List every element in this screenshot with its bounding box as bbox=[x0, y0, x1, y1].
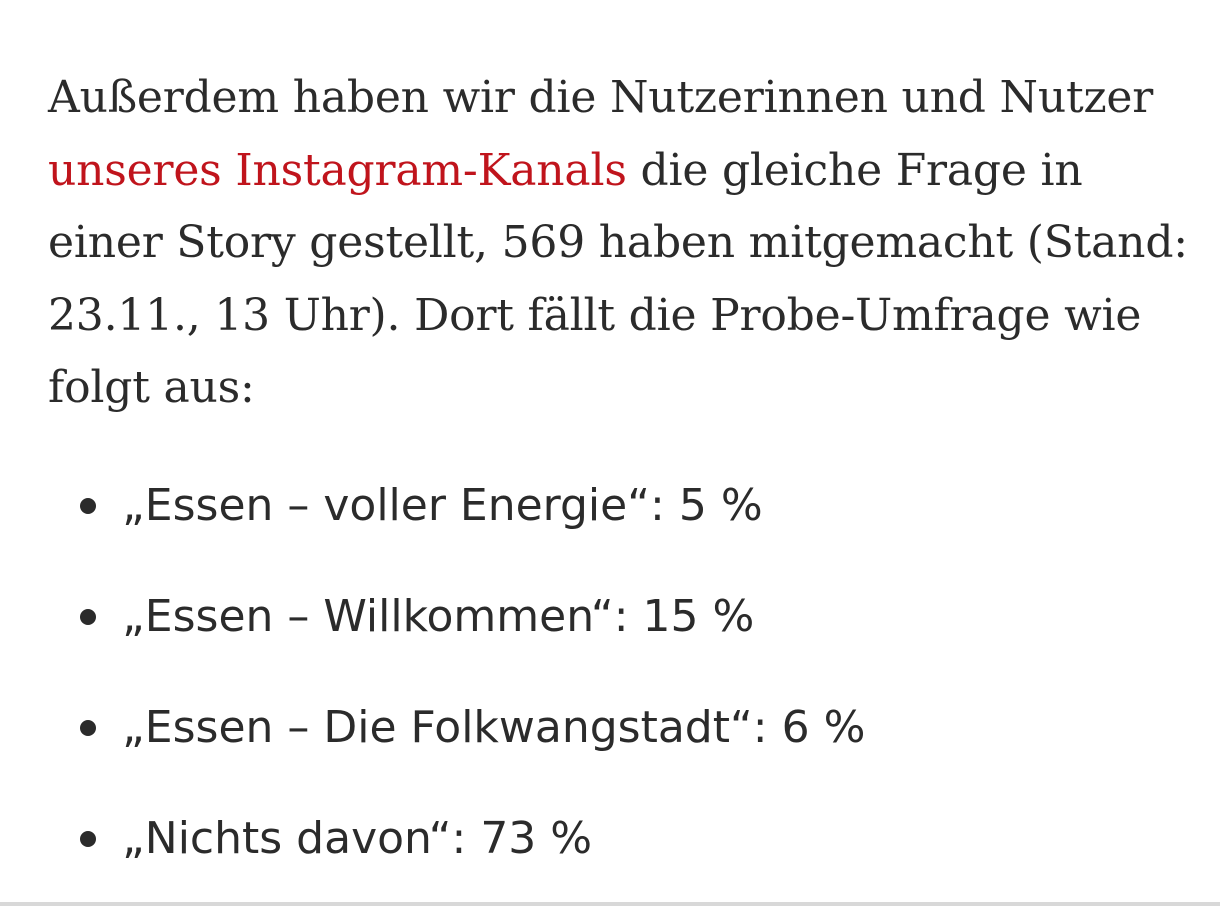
instagram-channel-link[interactable]: unseres Instagram-Kanals bbox=[48, 144, 627, 196]
bullet-icon bbox=[80, 720, 96, 736]
bullet-icon bbox=[80, 498, 96, 514]
article-body: Außerdem haben wir die Nutzerinnen und N… bbox=[48, 62, 1198, 425]
poll-result-text: „Essen – Willkommen“: 15 % bbox=[122, 591, 755, 642]
bullet-icon bbox=[80, 609, 96, 625]
poll-result-text: „Essen – Die Folkwangstadt“: 6 % bbox=[122, 702, 866, 753]
intro-paragraph: Außerdem haben wir die Nutzerinnen und N… bbox=[48, 62, 1198, 425]
paragraph-text-start: Außerdem haben wir die Nutzerinnen und N… bbox=[48, 72, 1154, 123]
bullet-icon bbox=[80, 831, 96, 847]
paragraph-text-end: die gleiche Frage in einer Story gestell… bbox=[48, 144, 1188, 414]
poll-result-text: „Essen – voller Energie“: 5 % bbox=[122, 480, 763, 531]
poll-result-text: „Nichts davon“: 73 % bbox=[122, 813, 593, 864]
bottom-divider bbox=[0, 902, 1220, 906]
